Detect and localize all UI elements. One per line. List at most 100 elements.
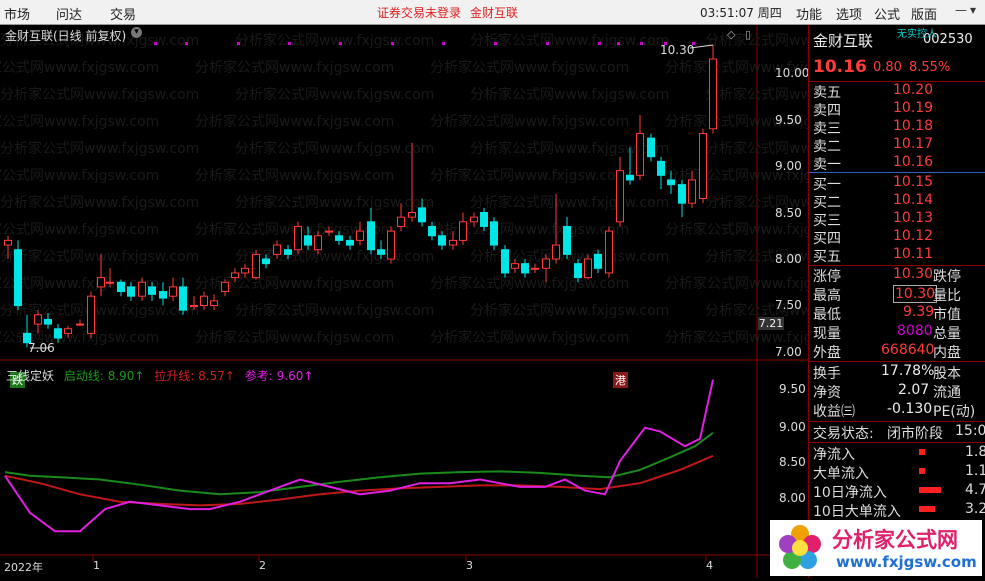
flow-label: 10日大单流入 [813, 504, 901, 520]
last-price: 10.16 [813, 57, 867, 77]
bid-row[interactable]: 买二 10.14 [813, 192, 985, 211]
minimize-icon[interactable]: — [955, 3, 967, 17]
stock-notice[interactable]: 金财互联 [470, 6, 519, 20]
menu-options[interactable]: 选项 [836, 8, 863, 23]
menu-wenda[interactable]: 问达 [56, 8, 83, 23]
flow-label: 10日净流入 [813, 485, 887, 501]
menu-market[interactable]: 市场 [4, 8, 31, 23]
indicator-header: 三线定妖 启动线: 8.90↑ 拉升线: 8.57↑ 参考: 9.60↑ [6, 367, 313, 384]
bid-row[interactable]: 买四 10.12 [813, 228, 985, 247]
low-value: 9.39 [903, 304, 935, 320]
trade-state-value: 闭市阶段 [887, 426, 943, 442]
candle-body [117, 281, 125, 293]
expand-icon[interactable]: ▯ [745, 28, 752, 41]
candle-body [657, 160, 665, 176]
y-tick: 8.50 [775, 206, 802, 220]
svg-text:分析家公式网www.fxjgsw.com: 分析家公式网www.fxjgsw.com [705, 32, 808, 49]
svg-text:分析家公式网www.fxjgsw.com: 分析家公式网www.fxjgsw.com [195, 167, 394, 184]
kline-chart[interactable]: 分析家公式网www.fxjgsw.com 分析家公式网www.fxjgsw.com… [0, 25, 904, 578]
svg-text:分析家公式网www.fxjgsw.com: 分析家公式网www.fxjgsw.com [470, 248, 669, 265]
y-tick: 9.50 [779, 382, 806, 396]
indicator-name[interactable]: 三线定妖 [6, 369, 55, 383]
candle-body [678, 184, 686, 204]
svg-text:分析家公式网www.fxjgsw.com: 分析家公式网www.fxjgsw.com [470, 32, 669, 49]
svg-text:分析家公式网www.fxjgsw.com: 分析家公式网www.fxjgsw.com [0, 86, 199, 103]
y-tick: 9.50 [775, 113, 802, 127]
candle-body [44, 318, 52, 325]
low-label-q: 最低 [813, 307, 841, 323]
chart-title: 金财互联(日线 前复权) [5, 29, 127, 43]
login-notice[interactable]: 证券交易未登录 [377, 6, 462, 20]
candle-body [252, 253, 260, 279]
candle-body [688, 179, 696, 204]
pull-arrow-icon: ↑ [224, 369, 235, 383]
ask-row[interactable]: 卖二 10.17 [813, 136, 985, 155]
bid-row[interactable]: 买五 10.11 [813, 246, 985, 265]
ask-row[interactable]: 卖五 10.20 [813, 82, 985, 101]
low-label: 7.06 [28, 341, 55, 355]
eps-value: -0.130 [887, 401, 933, 417]
x-tick: 2 [259, 559, 266, 572]
ask-row[interactable]: 卖三 10.18 [813, 118, 985, 137]
ask-label: 卖二 [813, 139, 841, 155]
zoom-icon[interactable]: ◇ [727, 28, 736, 41]
bid-price: 10.15 [893, 174, 934, 190]
price-marker: 7.21 [758, 317, 784, 330]
bid-row[interactable]: 买三 10.13 [813, 210, 985, 229]
candle-body [542, 258, 550, 269]
dropdown-icon[interactable]: ▾ [970, 3, 977, 17]
menu-function[interactable]: 功能 [796, 8, 823, 23]
candle-body [387, 230, 395, 260]
nav-value: 2.07 [898, 382, 930, 398]
vol-ratio-label: 量比 [933, 288, 961, 304]
bid-row[interactable]: 买一 10.15 [813, 174, 985, 193]
candle-body [408, 212, 416, 218]
y-tick: 7.00 [775, 345, 802, 359]
x-tick: 4 [706, 559, 713, 572]
book-divider [809, 172, 985, 173]
candle-body [449, 239, 457, 246]
high-value: 10.30 [893, 285, 938, 303]
menu-formula[interactable]: 公式 [874, 8, 901, 23]
menu-trade[interactable]: 交易 [110, 8, 137, 23]
candle-body [34, 314, 42, 325]
bid-price: 10.14 [893, 192, 934, 208]
bid-price: 10.13 [893, 210, 934, 226]
candle-body [4, 239, 12, 246]
x-tick: 2022年 [4, 561, 43, 574]
settings-icon[interactable]: ▾ [131, 27, 142, 38]
candle-body [521, 263, 529, 274]
menu-layout[interactable]: 版面 [911, 8, 938, 23]
candle-body [179, 286, 187, 311]
svg-text:分析家公式网www.fxjgsw.com: 分析家公式网www.fxjgsw.com [0, 248, 199, 265]
candle-body [221, 281, 229, 293]
nav-label: 净资 [813, 385, 841, 401]
svg-text:分析家公式网www.fxjgsw.com: 分析家公式网www.fxjgsw.com [470, 194, 669, 211]
ask-row[interactable]: 卖一 10.16 [813, 154, 985, 173]
svg-text:分析家公式网www.fxjgsw.com: 分析家公式网www.fxjgsw.com [665, 275, 808, 292]
candle-body [159, 291, 167, 299]
chart-area[interactable]: 分析家公式网www.fxjgsw.com 分析家公式网www.fxjgsw.com… [0, 25, 904, 578]
candle-body [377, 249, 385, 255]
launch-arrow-icon: ↑ [134, 369, 145, 383]
trade-state-label: 交易状态: [813, 426, 874, 442]
candle-body [76, 323, 84, 326]
candle-body [64, 328, 72, 334]
ask-price: 10.17 [893, 136, 934, 152]
signal-dot [617, 42, 620, 45]
flow-row: 大单流入 1.1 [813, 463, 985, 482]
ask-row[interactable]: 卖四 10.19 [813, 100, 985, 119]
flow-row: 10日净流入 4.7 [813, 482, 985, 501]
candle-body [616, 170, 624, 223]
signal-dot [598, 42, 601, 45]
y-tick: 9.00 [775, 159, 802, 173]
candle-body [552, 244, 560, 260]
top-menu-bar: 市场 问达 交易 证券交易未登录 金财互联 03:51:07 周四 功能 选项 … [0, 0, 985, 25]
signal-dot [692, 42, 695, 45]
launch-line [4, 432, 714, 496]
candle-body [325, 230, 333, 233]
current-value: 8080 [897, 323, 933, 339]
svg-text:分析家公式网www.fxjgsw.com: 分析家公式网www.fxjgsw.com [0, 221, 159, 238]
candle-body [97, 277, 105, 288]
svg-text:分析家公式网www.fxjgsw.com: 分析家公式网www.fxjgsw.com [705, 86, 808, 103]
